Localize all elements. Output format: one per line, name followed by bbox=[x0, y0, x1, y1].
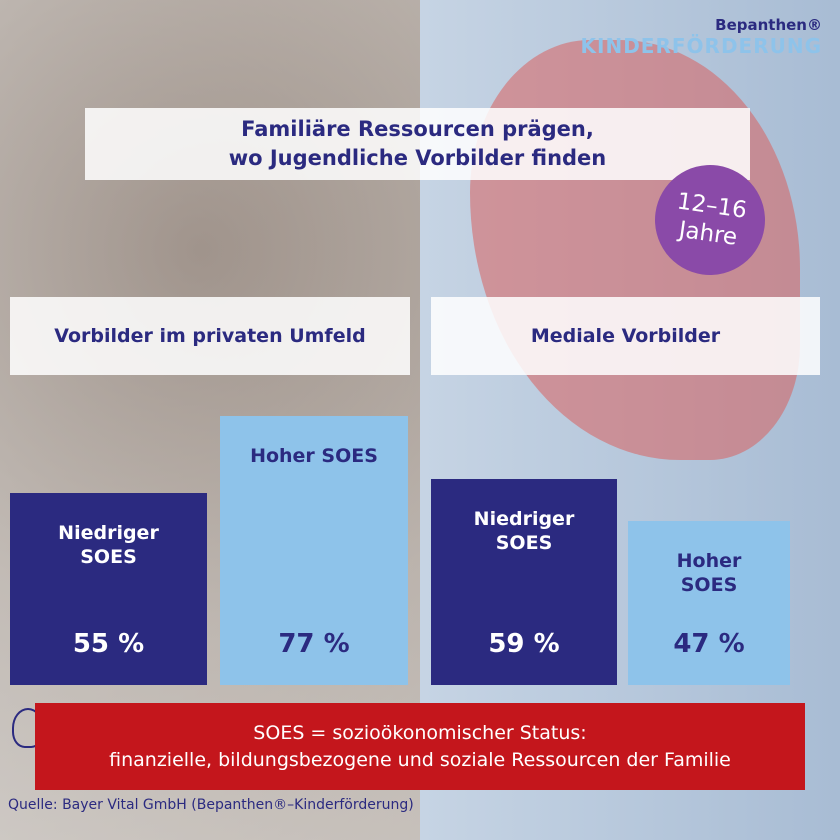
value-label: 59 % bbox=[488, 629, 560, 659]
category-label: Niedriger SOES bbox=[473, 507, 575, 554]
logo: Bepanthen® KINDERFÖRDERUNG bbox=[581, 16, 822, 58]
category-label: Niedriger SOES bbox=[58, 521, 159, 568]
bar: Hoher SOES 47 % bbox=[628, 520, 790, 685]
note-box: SOES = sozioökonomischer Status: finanzi… bbox=[35, 703, 805, 790]
title-box: Familiäre Ressourcen prägen, wo Jugendli… bbox=[85, 108, 750, 180]
note-line: SOES = sozioökonomischer Status: bbox=[253, 721, 587, 744]
logo-brand: Bepanthen® bbox=[715, 16, 822, 34]
logo-program: KINDERFÖRDERUNG bbox=[580, 34, 822, 58]
bar: Hoher SOES 77 % bbox=[220, 415, 408, 685]
note-line: finanzielle, bildungsbezogene und sozial… bbox=[109, 748, 731, 771]
panel-title: Vorbilder im privaten Umfeld bbox=[10, 297, 410, 375]
title-line: wo Jugendliche Vorbilder finden bbox=[228, 146, 607, 170]
title-line: Familiäre Ressourcen prägen, bbox=[241, 117, 594, 141]
panel-title: Mediale Vorbilder bbox=[431, 297, 820, 375]
category-label: Hoher SOES bbox=[676, 549, 742, 596]
bar: Niedriger SOES 59 % bbox=[431, 478, 617, 685]
bar: Niedriger SOES 55 % bbox=[10, 492, 207, 685]
value-label: 47 % bbox=[673, 629, 745, 659]
value-label: 77 % bbox=[278, 629, 350, 659]
value-label: 55 % bbox=[72, 629, 145, 659]
source: Quelle: Bayer Vital GmbH (Bepanthen®–Kin… bbox=[8, 797, 414, 813]
category-label: Hoher SOES bbox=[250, 444, 378, 467]
